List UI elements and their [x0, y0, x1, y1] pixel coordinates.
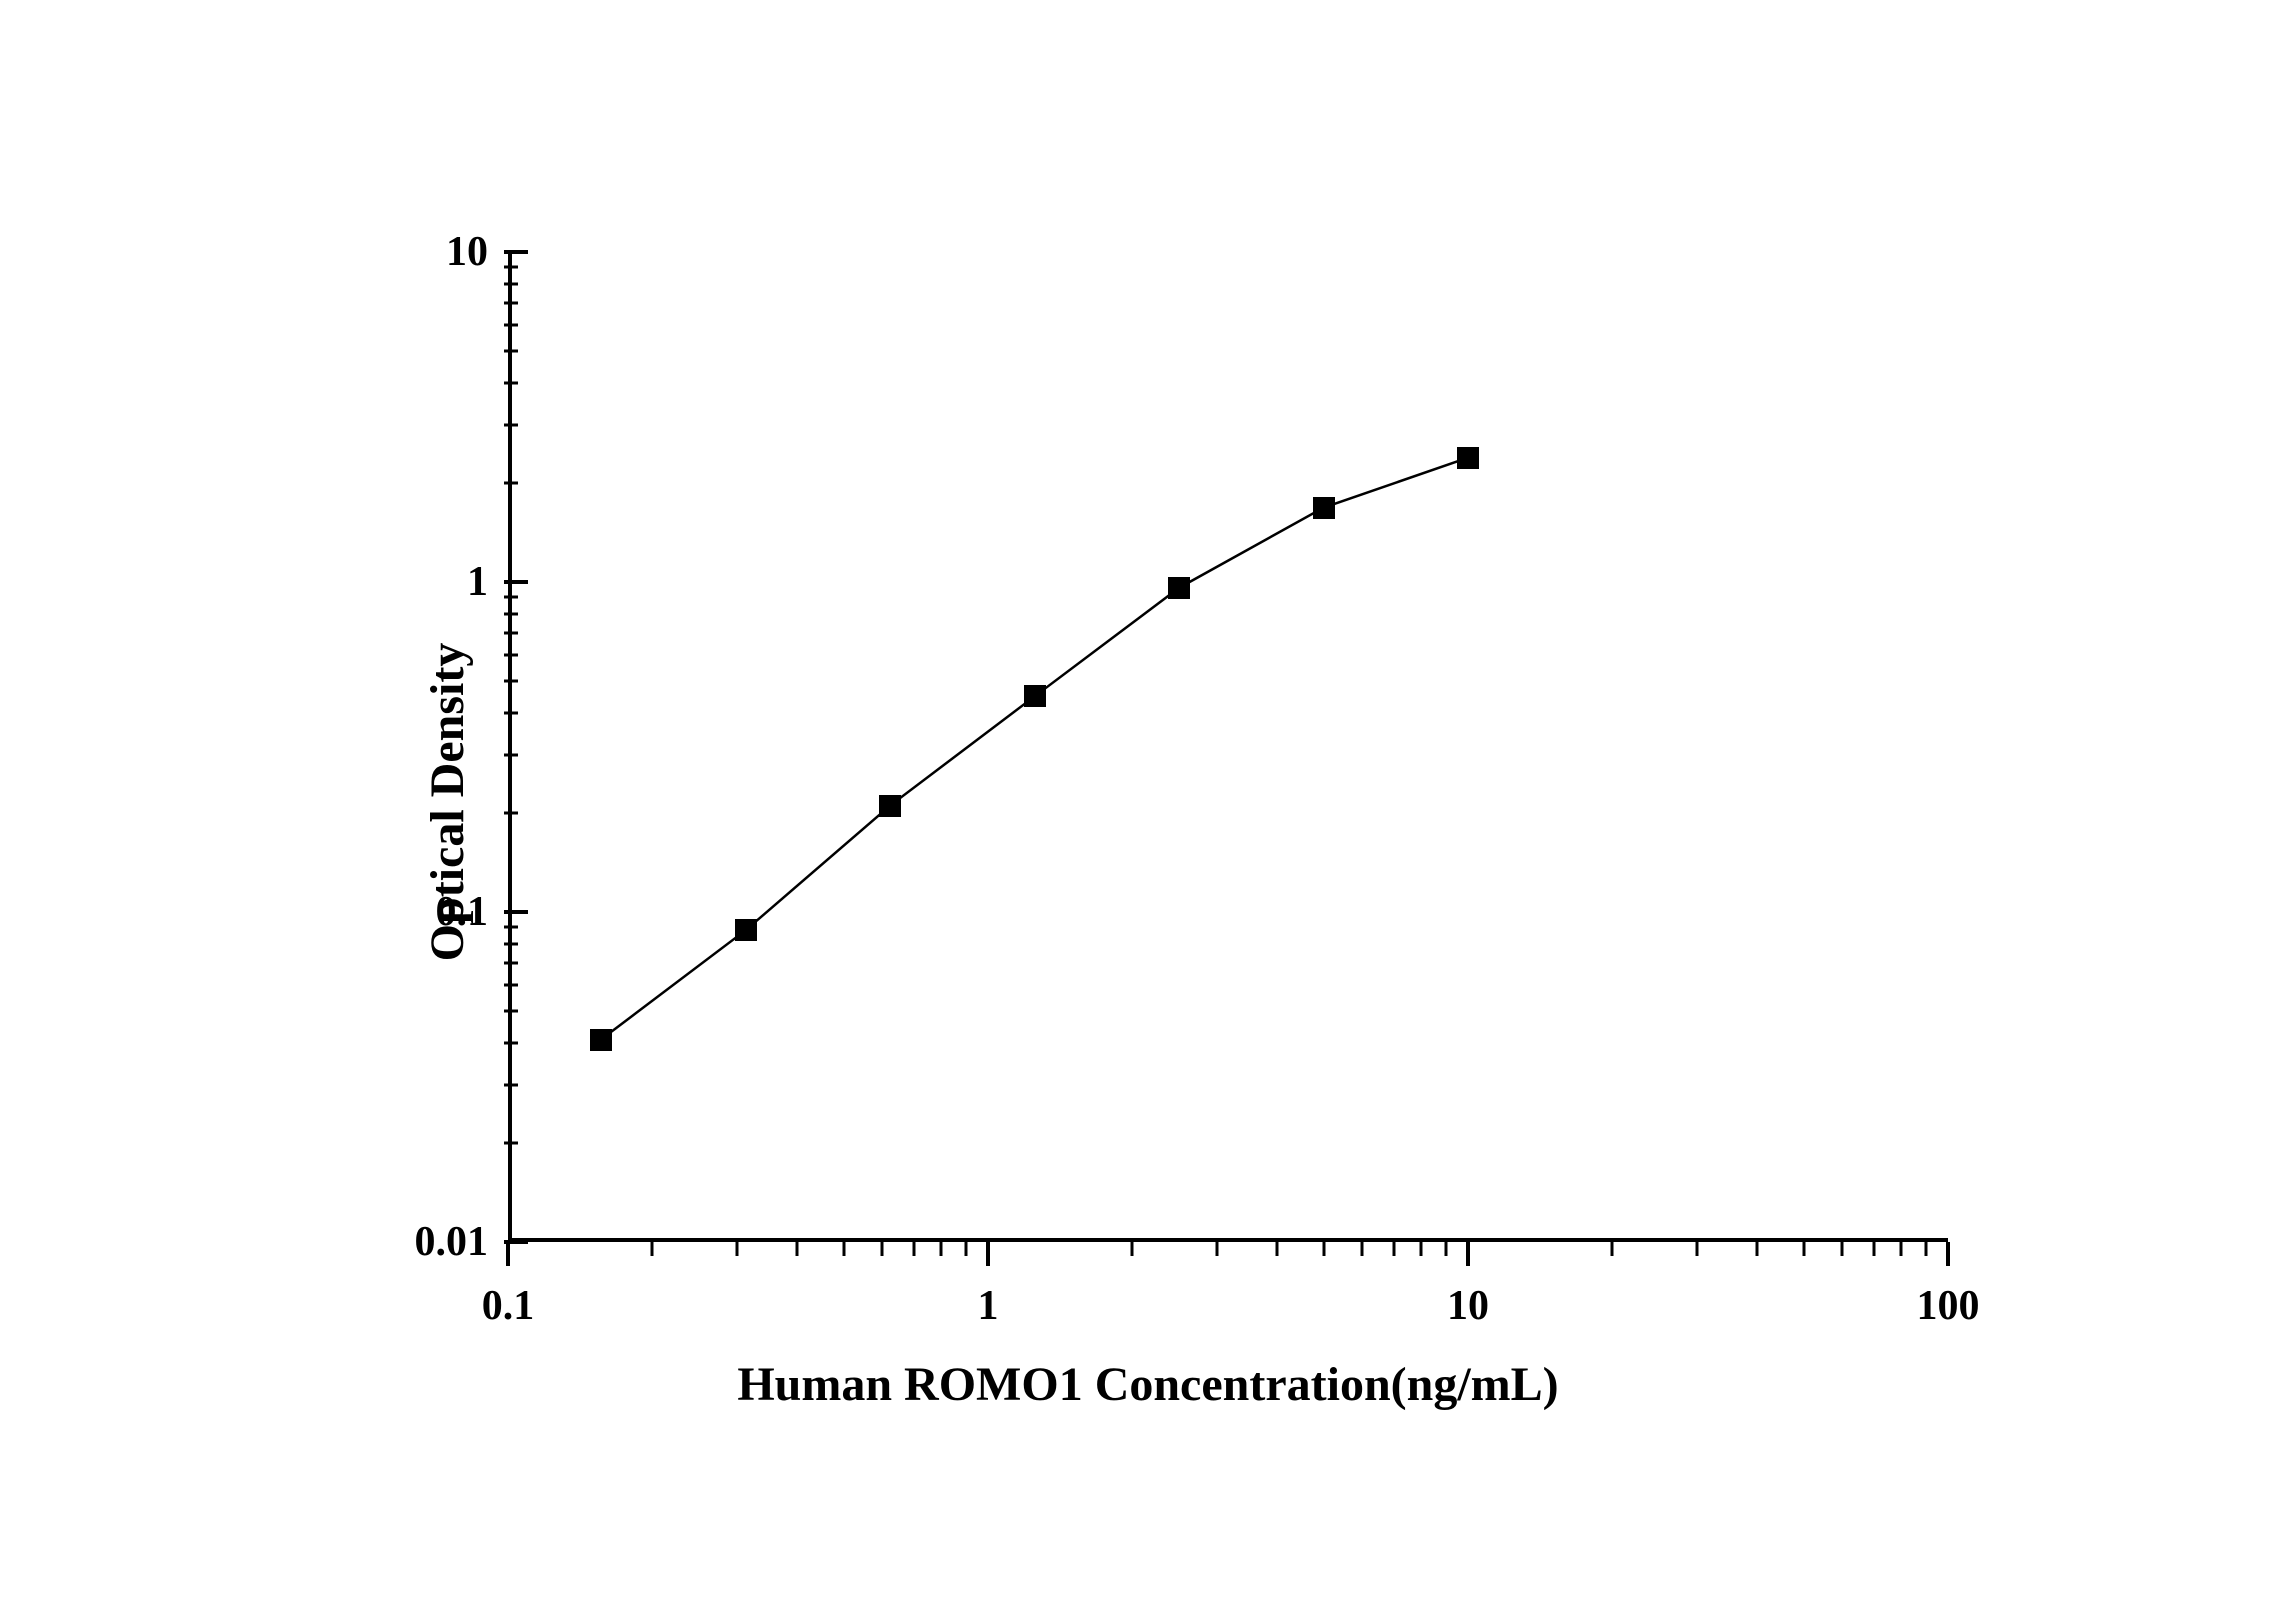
x-axis-label: Human ROMO1 Concentration(ng/mL)	[737, 1357, 1558, 1412]
x-tick-minor	[1445, 1242, 1448, 1256]
x-tick-minor	[940, 1242, 943, 1256]
y-tick-minor	[504, 423, 518, 426]
y-tick-minor	[504, 926, 518, 929]
x-tick-minor	[1802, 1242, 1805, 1256]
y-tick-minor	[504, 596, 518, 599]
x-tick-minor	[880, 1242, 883, 1256]
x-tick-minor	[1611, 1242, 1614, 1256]
x-tick-minor	[1872, 1242, 1875, 1256]
x-tick-minor	[651, 1242, 654, 1256]
data-marker	[879, 795, 901, 817]
y-tick-minor	[504, 632, 518, 635]
x-tick-major	[1946, 1242, 1950, 1266]
x-tick-minor	[1275, 1242, 1278, 1256]
y-tick-minor	[504, 1083, 518, 1086]
y-tick-label: 0.01	[415, 1218, 489, 1266]
data-marker	[1168, 577, 1190, 599]
y-tick-major	[504, 250, 528, 254]
y-tick-minor	[504, 984, 518, 987]
y-tick-minor	[504, 266, 518, 269]
x-tick-minor	[1840, 1242, 1843, 1256]
y-tick-minor	[504, 962, 518, 965]
y-tick-minor	[504, 680, 518, 683]
x-tick-major	[986, 1242, 990, 1266]
x-tick-minor	[842, 1242, 845, 1256]
y-tick-major	[504, 580, 528, 584]
x-tick-label: 0.1	[482, 1282, 535, 1330]
y-tick-minor	[504, 481, 518, 484]
data-marker	[590, 1029, 612, 1051]
x-tick-minor	[1392, 1242, 1395, 1256]
y-tick-minor	[504, 1042, 518, 1045]
x-tick-minor	[1755, 1242, 1758, 1256]
x-tick-minor	[1322, 1242, 1325, 1256]
x-tick-major	[1466, 1242, 1470, 1266]
plot-area	[508, 252, 1948, 1242]
y-tick-minor	[504, 712, 518, 715]
x-tick-minor	[912, 1242, 915, 1256]
y-tick-minor	[504, 302, 518, 305]
x-tick-minor	[1420, 1242, 1423, 1256]
x-tick-minor	[965, 1242, 968, 1256]
y-tick-minor	[504, 350, 518, 353]
y-tick-minor	[504, 382, 518, 385]
y-tick-minor	[504, 612, 518, 615]
data-marker	[1313, 497, 1335, 519]
y-tick-minor	[504, 942, 518, 945]
data-marker	[1024, 685, 1046, 707]
y-tick-major	[504, 910, 528, 914]
y-tick-minor	[504, 1010, 518, 1013]
x-tick-minor	[1216, 1242, 1219, 1256]
x-tick-minor	[1131, 1242, 1134, 1256]
y-tick-minor	[504, 811, 518, 814]
y-tick-label: 1	[467, 558, 488, 606]
x-tick-minor	[1696, 1242, 1699, 1256]
y-tick-minor	[504, 324, 518, 327]
data-marker	[735, 919, 757, 941]
y-tick-minor	[504, 753, 518, 756]
x-tick-minor	[1925, 1242, 1928, 1256]
x-tick-label: 10	[1447, 1282, 1489, 1330]
chart-container: Optical Density Human ROMO1 Concentratio…	[248, 152, 2048, 1452]
x-tick-minor	[795, 1242, 798, 1256]
y-tick-minor	[504, 654, 518, 657]
y-tick-label: 0.1	[436, 888, 489, 936]
x-tick-label: 1	[978, 1282, 999, 1330]
y-tick-label: 10	[446, 228, 488, 276]
x-tick-label: 100	[1917, 1282, 1980, 1330]
x-tick-minor	[736, 1242, 739, 1256]
x-tick-major	[506, 1242, 510, 1266]
y-tick-minor	[504, 282, 518, 285]
y-tick-minor	[504, 1141, 518, 1144]
x-tick-minor	[1360, 1242, 1363, 1256]
data-marker	[1457, 447, 1479, 469]
x-tick-minor	[1900, 1242, 1903, 1256]
